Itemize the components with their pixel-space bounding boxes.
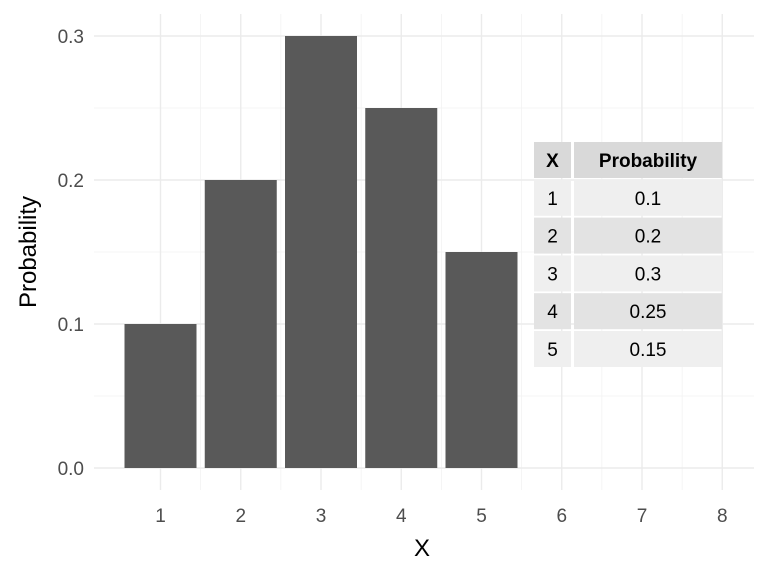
table-cell (574, 255, 722, 292)
table-cell-text: 0.1 (635, 189, 661, 210)
x-axis-ticks: 1 2 3 4 5 6 7 8 (155, 506, 727, 527)
table-header-cell (574, 142, 722, 178)
table-cell-text: 0.15 (630, 340, 667, 361)
bars (124, 36, 518, 468)
table-cell (574, 179, 722, 216)
table-cell (574, 331, 722, 367)
x-tick-label: 4 (396, 506, 407, 527)
y-tick-label: 0.1 (58, 315, 84, 336)
table-cell (574, 217, 722, 254)
x-tick-label: 1 (155, 506, 166, 527)
bar-x-3 (285, 36, 357, 468)
y-tick-label: 0.0 (58, 459, 84, 480)
table-header-cell (534, 142, 571, 178)
y-axis-title: Probability (15, 196, 42, 308)
table-cell (534, 331, 571, 367)
table-cell-text: 0.3 (635, 264, 661, 285)
table-cell (534, 179, 571, 216)
table-cell-text: 5 (547, 340, 558, 361)
bar-x-1 (124, 324, 197, 468)
y-tick-label: 0.2 (58, 171, 84, 192)
table-cell-text: 0.25 (630, 302, 667, 323)
table-header-text: Probability (599, 151, 698, 172)
bar-x-5 (445, 252, 518, 468)
table-header-text: X (546, 151, 559, 172)
x-tick-label: 2 (235, 506, 246, 527)
table-cell-text: 0.2 (635, 227, 661, 248)
table-cell-text: 1 (547, 189, 558, 210)
bar-x-4 (365, 108, 438, 468)
x-tick-label: 5 (476, 506, 487, 527)
x-tick-label: 3 (316, 506, 327, 527)
table-cell-text: 2 (547, 227, 558, 248)
table-cell (534, 293, 571, 330)
y-tick-label: 0.3 (58, 27, 84, 48)
table-cell (534, 217, 571, 254)
x-tick-label: 7 (637, 506, 648, 527)
x-tick-label: 8 (717, 506, 728, 527)
x-tick-label: 6 (556, 506, 567, 527)
y-axis-ticks: 0.0 0.1 0.2 0.3 (58, 27, 84, 480)
table-cell-text: 4 (547, 302, 558, 323)
probability-table: X Probability 1 0.1 2 0.2 3 0.3 4 0.25 5 0.15 (534, 142, 722, 367)
table-cell (574, 293, 722, 330)
table-cell-text: 3 (547, 264, 558, 285)
x-axis-title: X (414, 535, 430, 562)
bar-x-2 (204, 180, 277, 468)
table-cell (534, 255, 571, 292)
